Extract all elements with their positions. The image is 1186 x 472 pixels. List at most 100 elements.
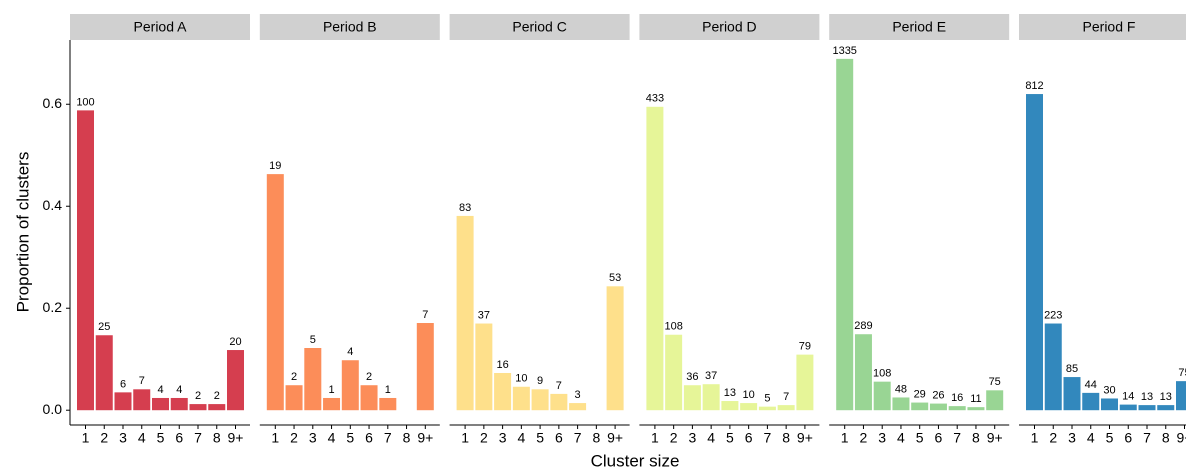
x-tick-label: 5: [1106, 430, 1114, 446]
x-tick-label: 8: [1162, 430, 1170, 446]
count-label: 108: [873, 368, 891, 380]
count-label: 83: [459, 202, 471, 214]
count-label: 2: [195, 390, 201, 402]
count-label: 13: [1141, 391, 1153, 403]
x-tick-label: 1: [651, 430, 659, 446]
count-label: 16: [951, 392, 963, 404]
count-label: 9: [537, 375, 543, 387]
bar: [929, 403, 947, 411]
bar: [1119, 404, 1137, 411]
x-tick-label: 2: [670, 430, 678, 446]
count-label: 37: [705, 370, 717, 382]
bar: [777, 405, 795, 411]
x-tick-label: 7: [764, 430, 772, 446]
bar: [77, 110, 94, 411]
bar: [266, 174, 284, 411]
count-label: 7: [783, 391, 789, 403]
bar: [1026, 94, 1043, 411]
bar: [550, 393, 568, 411]
count-label: 26: [932, 389, 944, 401]
x-tick-label: 2: [860, 430, 868, 446]
x-tick-label: 1: [1031, 430, 1039, 446]
bar: [758, 406, 776, 411]
count-label: 2: [366, 371, 372, 383]
x-tick-label: 8: [972, 430, 980, 446]
x-tick-label: 9+: [987, 430, 1003, 446]
x-tick-label: 3: [499, 430, 507, 446]
x-tick-label: 8: [403, 430, 411, 446]
facet-title: Period C: [512, 19, 566, 35]
bar: [170, 397, 188, 411]
x-tick-label: 4: [897, 430, 905, 446]
bar: [854, 334, 872, 411]
count-label: 3: [575, 389, 581, 401]
x-tick-label: 9+: [228, 430, 244, 446]
y-tick-label: 0.2: [43, 299, 63, 315]
count-label: 11: [970, 393, 981, 405]
x-tick-label: 8: [213, 430, 221, 446]
count-label: 1335: [832, 45, 856, 57]
bar: [494, 372, 512, 411]
x-tick-label: 6: [1124, 430, 1132, 446]
facet-title: Period B: [323, 19, 377, 35]
x-tick-label: 5: [726, 430, 734, 446]
x-tick-label: 2: [100, 430, 108, 446]
bar: [1044, 323, 1062, 411]
facet-title: Period A: [134, 19, 188, 35]
count-label: 5: [764, 393, 770, 405]
count-label: 19: [269, 160, 281, 172]
bar: [227, 350, 244, 411]
x-tick-label: 5: [157, 430, 165, 446]
bar: [208, 404, 226, 411]
x-tick-label: 6: [745, 430, 753, 446]
bar: [796, 354, 814, 411]
facet-strip: [639, 14, 820, 40]
x-tick-label: 3: [119, 430, 127, 446]
count-label: 2: [291, 371, 297, 383]
bar: [721, 401, 739, 411]
x-tick-label: 3: [878, 430, 886, 446]
x-tick-label: 6: [935, 430, 943, 446]
count-label: 5: [310, 334, 316, 346]
x-tick-label: 7: [194, 430, 202, 446]
x-tick-label: 2: [1049, 430, 1057, 446]
bar: [646, 106, 664, 411]
x-tick-label: 5: [916, 430, 924, 446]
facet-title: Period F: [1083, 19, 1136, 35]
y-tick-label: 0.4: [43, 197, 63, 213]
bar: [1138, 405, 1156, 411]
x-tick-label: 7: [384, 430, 392, 446]
x-tick-label: 8: [782, 430, 790, 446]
count-label: 4: [157, 384, 163, 396]
bar: [1176, 381, 1186, 411]
x-tick-label: 7: [953, 430, 961, 446]
bar: [189, 404, 207, 411]
bar: [531, 389, 549, 411]
x-tick-label: 1: [461, 430, 469, 446]
x-tick-label: 2: [290, 430, 298, 446]
x-tick-label: 6: [175, 430, 183, 446]
x-tick-label: 4: [138, 430, 146, 446]
bar: [892, 397, 910, 411]
count-label: 36: [686, 371, 698, 383]
count-label: 2: [214, 390, 220, 402]
count-label: 30: [1103, 384, 1115, 396]
bar: [456, 215, 474, 411]
count-label: 29: [914, 388, 926, 400]
count-label: 812: [1025, 80, 1043, 92]
x-tick-label: 1: [271, 430, 279, 446]
bar: [475, 323, 493, 411]
bar: [360, 385, 378, 411]
x-tick-label: 8: [592, 430, 600, 446]
count-label: 7: [556, 380, 562, 392]
count-label: 13: [1160, 391, 1172, 403]
count-label: 433: [646, 93, 664, 105]
bar: [512, 386, 530, 411]
bar: [911, 402, 929, 411]
x-tick-label: 6: [365, 430, 373, 446]
count-label: 10: [743, 389, 755, 401]
count-label: 37: [478, 309, 490, 321]
count-label: 53: [609, 272, 621, 284]
